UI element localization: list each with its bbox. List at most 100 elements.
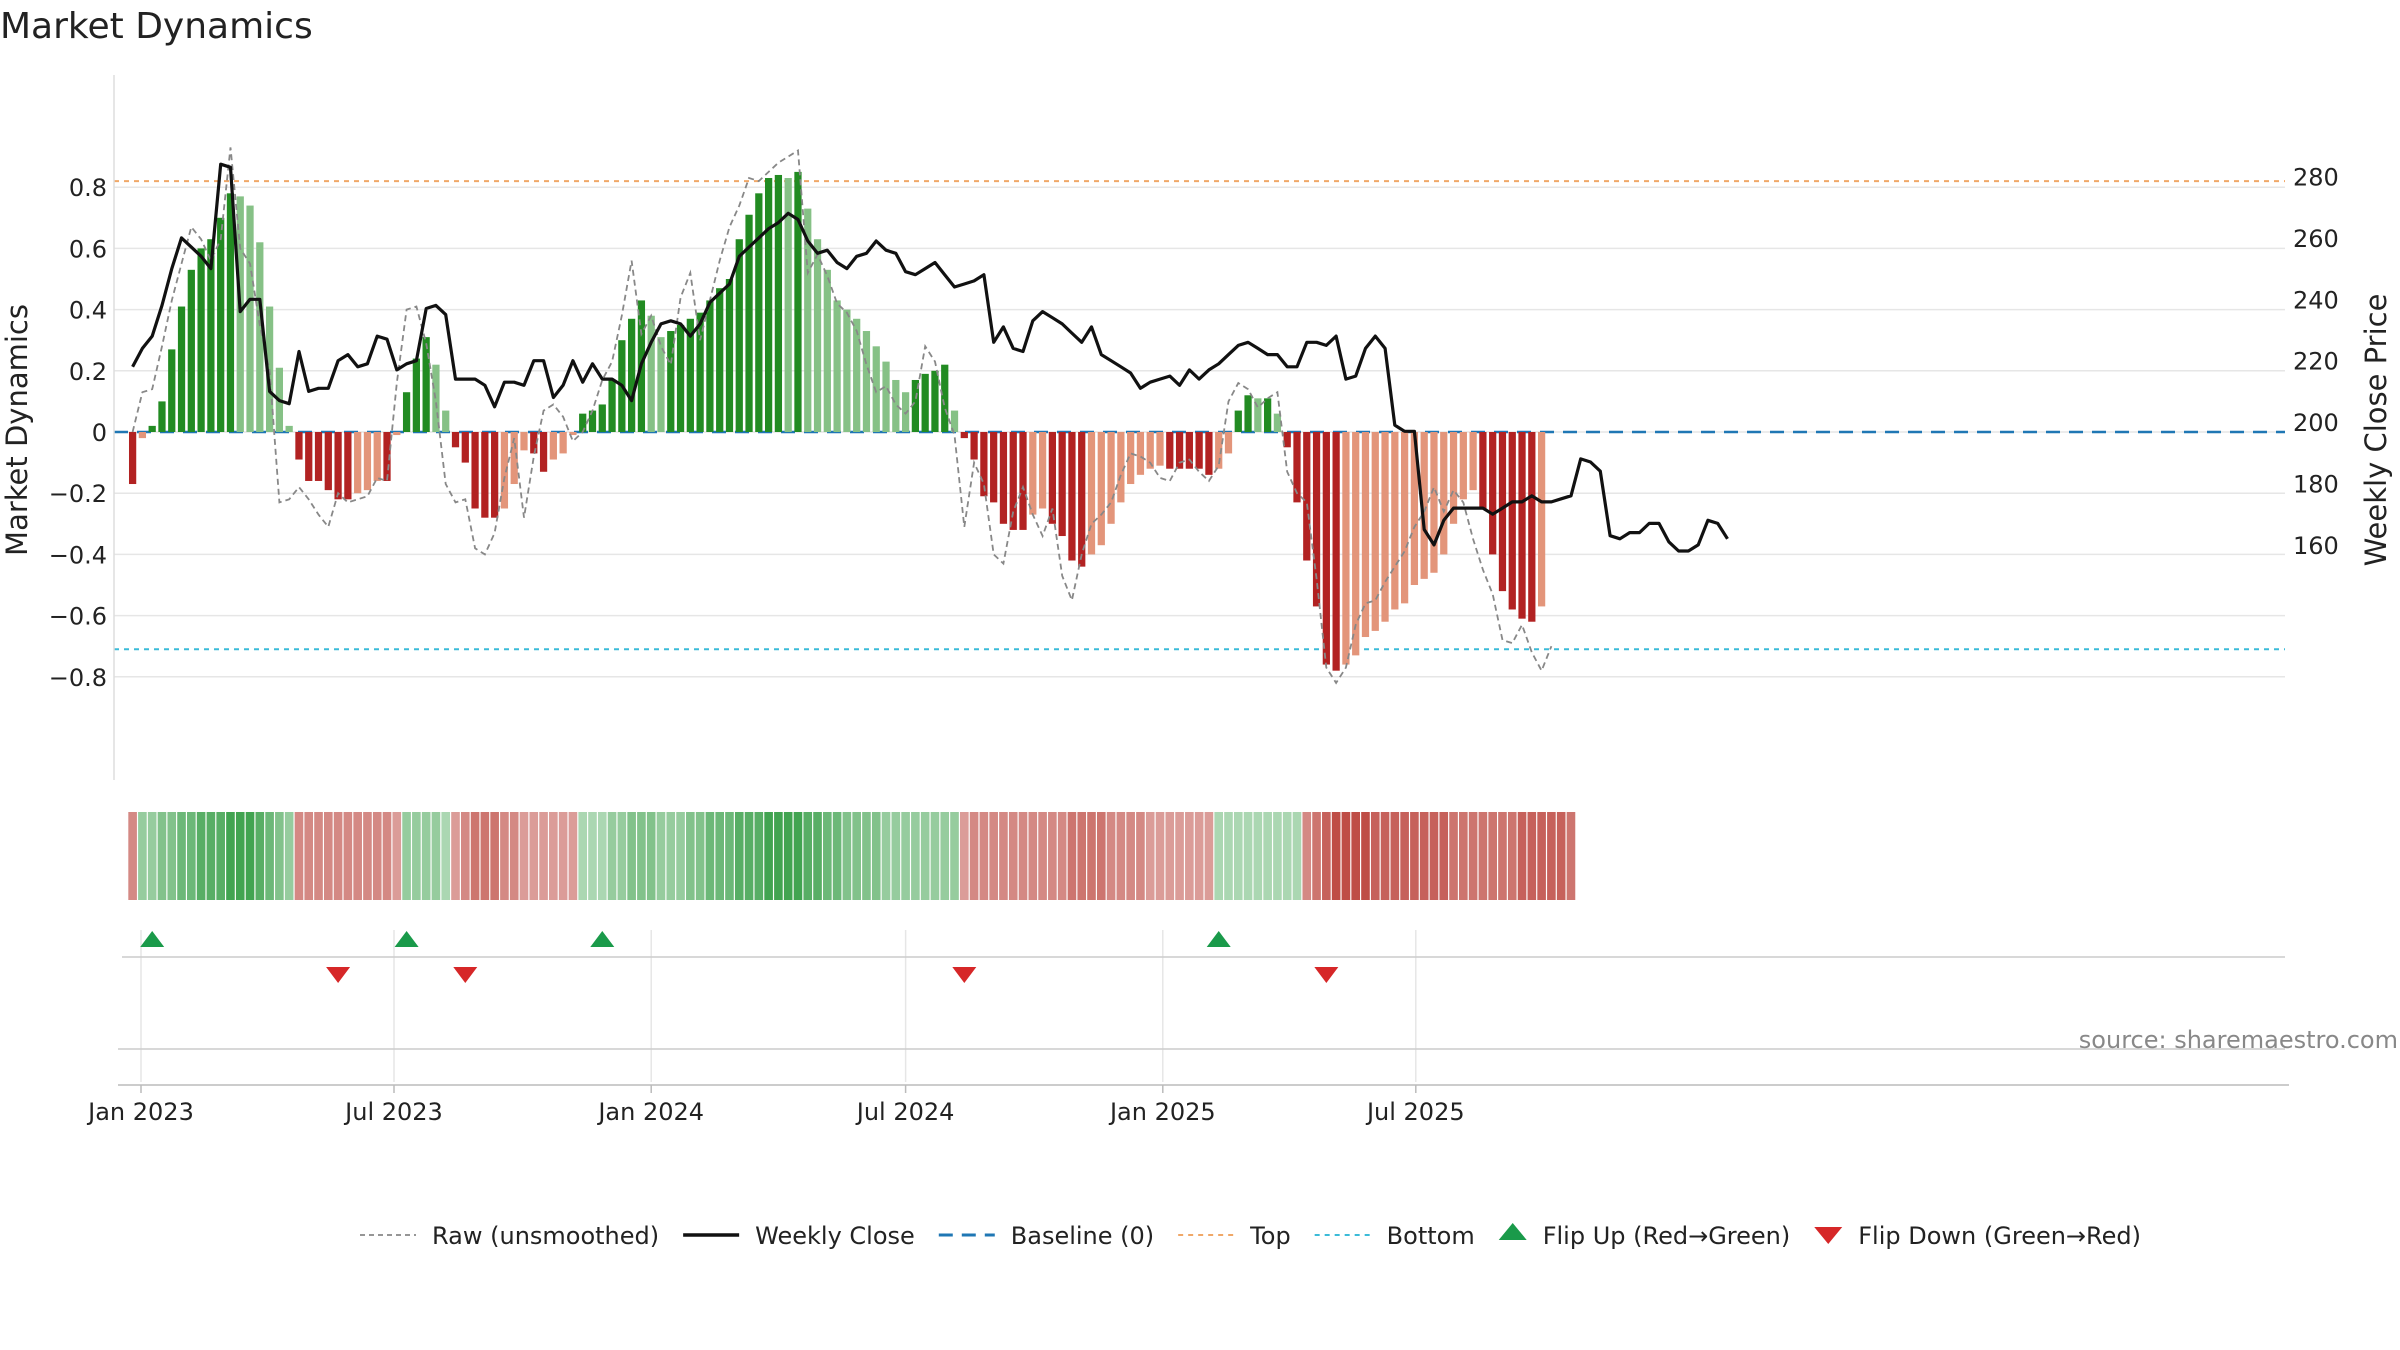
dynamics-bar <box>598 404 606 432</box>
dynamics-bar <box>892 379 900 432</box>
regime-cell <box>304 812 314 900</box>
y-tick-label-left: 0 <box>92 419 107 447</box>
dynamics-bar <box>402 392 411 432</box>
regime-cell <box>715 812 724 900</box>
regime-cell <box>216 812 225 900</box>
regime-cell <box>1419 812 1429 900</box>
dynamics-bar <box>1401 432 1409 604</box>
dynamics-bar <box>960 432 968 439</box>
regime-cell <box>1096 812 1106 900</box>
regime-cell <box>1439 812 1449 900</box>
dynamics-bar <box>950 410 959 432</box>
regime-cell <box>353 812 362 900</box>
regime-cell <box>275 812 284 900</box>
regime-strip <box>128 812 1576 900</box>
weekly-close-line <box>131 162 1729 553</box>
regime-cell <box>754 812 764 900</box>
dynamics-bar <box>1166 432 1174 469</box>
dynamics-bar <box>491 432 499 518</box>
dynamics-bar <box>1322 432 1330 665</box>
regime-cell <box>1498 812 1507 900</box>
y-tick-label-left: 0.4 <box>69 297 107 325</box>
flip-up-marker <box>140 931 165 947</box>
regime-cell <box>1390 812 1400 900</box>
dynamics-bar <box>344 432 352 500</box>
legend-label: Weekly Close <box>755 1222 915 1250</box>
regime-cell <box>343 812 353 900</box>
regime-cell <box>255 812 265 900</box>
y-tick-label-right: 220 <box>2293 348 2339 376</box>
dynamics-bar <box>334 432 342 500</box>
dynamics-bar <box>1459 432 1467 500</box>
dynamics-bar <box>686 318 694 432</box>
regime-cell <box>637 812 646 900</box>
regime-cell <box>940 812 950 900</box>
y-tick-label-left: 0.8 <box>69 174 107 202</box>
regime-cell <box>363 812 372 900</box>
regime-cell <box>1145 812 1155 900</box>
regime-cell <box>1273 812 1282 900</box>
regime-cell <box>627 812 636 900</box>
regime-cell <box>480 812 490 900</box>
dynamics-bar <box>1303 432 1311 561</box>
dynamics-bar <box>481 432 489 518</box>
dynamics-bar <box>716 288 724 432</box>
regime-cell <box>1566 812 1576 900</box>
dynamics-bar <box>500 432 509 509</box>
dynamics-bar <box>588 410 597 432</box>
regime-cell <box>226 812 235 900</box>
dynamics-bar <box>1352 432 1360 656</box>
regime-cell <box>891 812 901 900</box>
dynamics-bar <box>569 432 577 436</box>
legend-label: Top <box>1249 1222 1291 1250</box>
regime-cell <box>412 812 421 900</box>
regime-cell <box>245 812 255 900</box>
regime-cell <box>431 812 441 900</box>
flip-up-marker <box>1206 931 1231 947</box>
regime-cell <box>1517 812 1527 900</box>
regime-cell <box>1087 812 1096 900</box>
dynamics-bar <box>804 208 812 432</box>
flip-up-marker <box>394 931 419 947</box>
y-axis-right-label: Weekly Close Price <box>2359 294 2393 567</box>
regime-cell <box>686 812 695 900</box>
dynamics-bar <box>1420 432 1428 579</box>
regime-cell <box>490 812 499 900</box>
dynamics-bar <box>608 379 616 432</box>
y-tick-label-right: 180 <box>2293 471 2339 499</box>
regime-cell <box>656 812 666 900</box>
dynamics-bar <box>1469 432 1477 491</box>
dynamics-bar <box>999 432 1008 524</box>
dynamics-bar <box>1244 395 1252 432</box>
regime-cell <box>1478 812 1488 900</box>
dynamics-bar <box>1498 432 1507 592</box>
dynamics-bar <box>1215 432 1223 469</box>
flip-up-marker <box>590 931 615 947</box>
regime-cell <box>235 812 245 900</box>
dynamics-bar <box>1009 432 1017 530</box>
dynamics-bar <box>970 432 978 460</box>
dynamics-bar <box>530 432 538 454</box>
dynamics-bar <box>236 196 244 432</box>
regime-cell <box>1116 812 1126 900</box>
dynamics-bar <box>1048 432 1056 524</box>
regime-cell <box>147 812 157 900</box>
regime-cell <box>1410 812 1419 900</box>
regime-cell <box>1380 812 1390 900</box>
dynamics-bar <box>941 364 949 432</box>
regime-cell <box>460 812 470 900</box>
flip-down-marker <box>453 967 478 983</box>
dynamics-bar <box>373 432 381 481</box>
dynamics-bar <box>1127 432 1135 485</box>
y-tick-label-left: −0.4 <box>49 541 107 569</box>
dynamics-bar <box>1068 432 1076 561</box>
regime-cell <box>1468 812 1478 900</box>
dynamics-bar <box>931 370 939 432</box>
dynamics-bar <box>451 432 460 448</box>
dynamics-bar <box>647 315 655 432</box>
regime-cell <box>725 812 734 900</box>
dynamics-bar <box>1537 432 1546 607</box>
legend: Raw (unsmoothed) Weekly Close Baseline (0)… <box>360 1222 2141 1250</box>
dynamics-bar <box>882 361 890 432</box>
dynamics-bar <box>1283 432 1291 448</box>
